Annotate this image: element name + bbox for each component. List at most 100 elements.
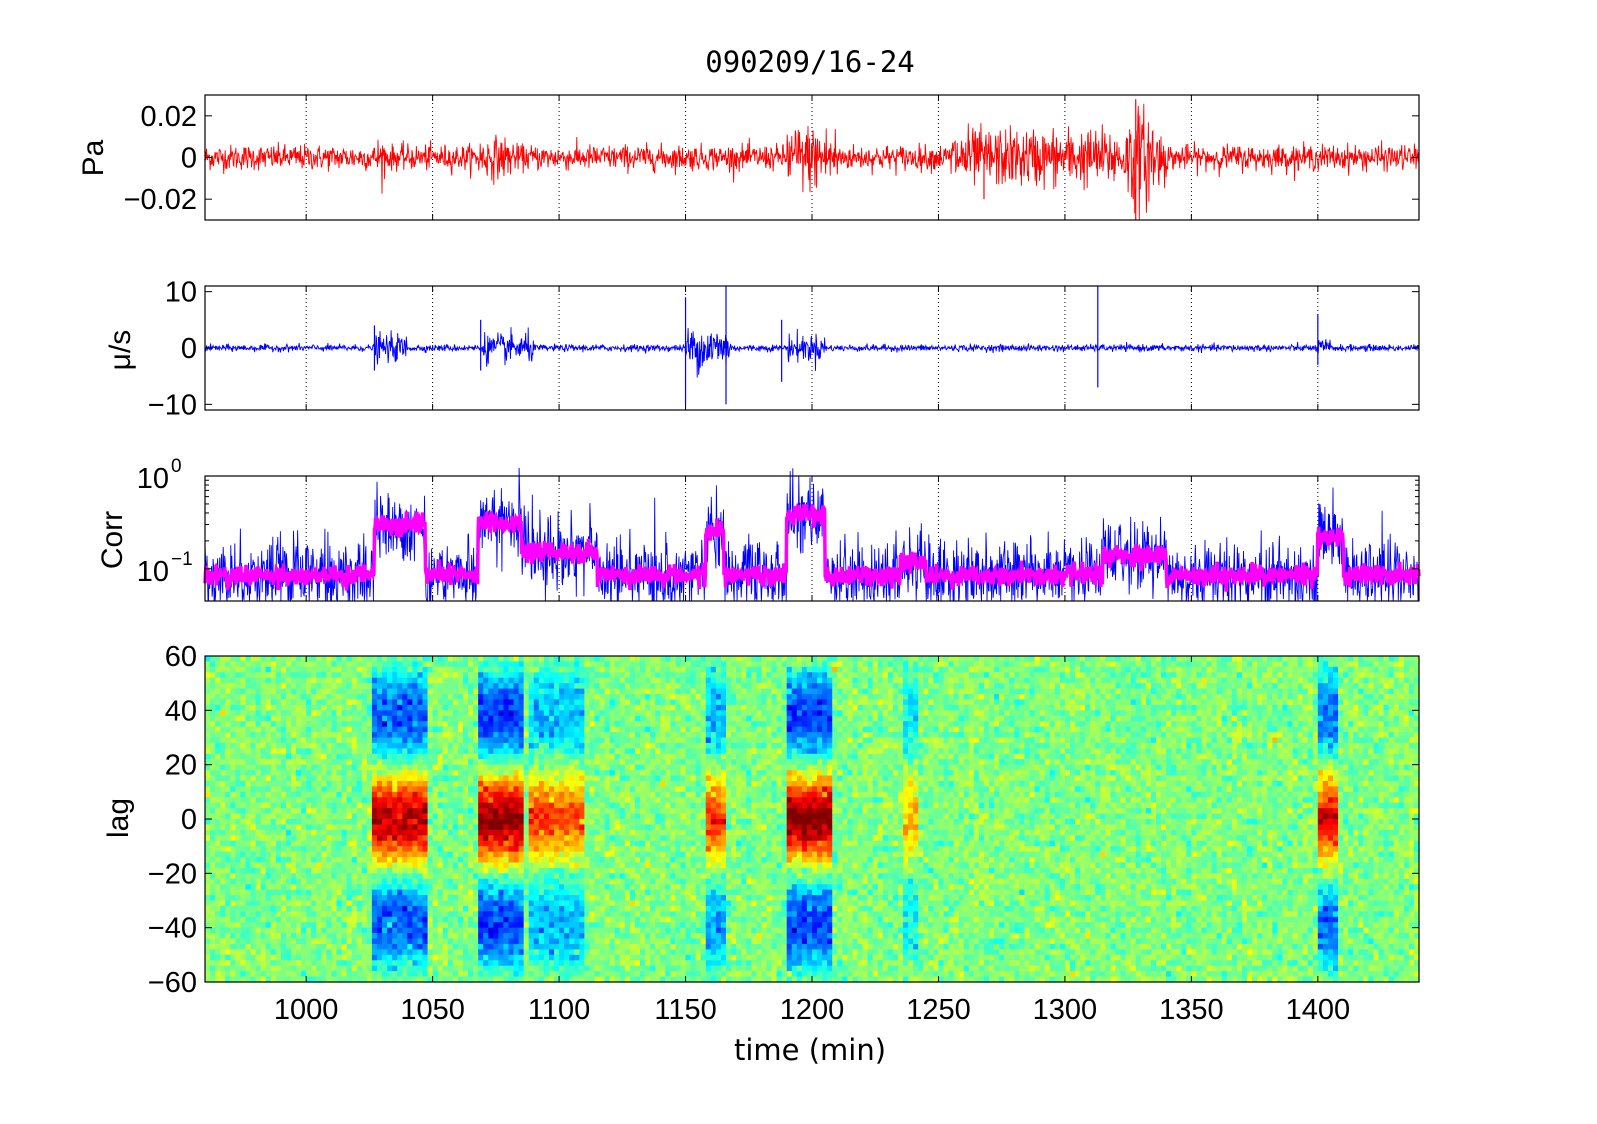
heatmap-cell xyxy=(280,683,287,690)
heatmap-cell xyxy=(290,971,297,978)
heatmap-cell xyxy=(498,677,505,684)
heatmap-cell xyxy=(417,900,424,907)
heatmap-cell xyxy=(528,971,535,978)
heatmap-cell xyxy=(255,878,262,885)
heatmap-cell xyxy=(554,835,560,842)
heatmap-cell xyxy=(483,927,489,934)
heatmap-cell xyxy=(341,808,348,815)
heatmap-cell xyxy=(402,949,408,956)
heatmap-cell xyxy=(311,960,317,967)
heatmap-cell xyxy=(280,786,287,793)
heatmap-cell xyxy=(483,846,489,853)
heatmap-cell xyxy=(478,780,484,787)
heatmap-cell xyxy=(245,786,252,793)
heatmap-cell xyxy=(503,656,510,663)
heatmap-cell xyxy=(548,732,555,739)
heatmap-cell xyxy=(483,742,489,749)
heatmap-cell xyxy=(584,840,591,847)
heatmap-cell xyxy=(392,726,398,733)
heatmap-cell xyxy=(584,867,591,874)
heatmap-cell xyxy=(371,846,378,853)
heatmap-cell xyxy=(548,726,555,733)
heatmap-cell xyxy=(205,672,211,679)
heatmap-cell xyxy=(564,922,570,929)
heatmap-cell xyxy=(447,742,454,749)
heatmap-cell xyxy=(326,753,333,760)
heatmap-cell xyxy=(387,677,393,684)
heatmap-cell xyxy=(584,808,591,815)
heatmap-cell xyxy=(503,971,510,978)
heatmap-cell xyxy=(533,808,540,815)
heatmap-cell xyxy=(518,933,525,940)
heatmap-cell xyxy=(478,775,484,782)
heatmap-cell xyxy=(412,742,419,749)
heatmap-cell xyxy=(371,802,378,809)
heatmap-cell xyxy=(548,922,555,929)
heatmap-cell xyxy=(306,922,312,929)
heatmap-cell xyxy=(341,666,348,673)
heatmap-cell xyxy=(548,900,555,907)
heatmap-cell xyxy=(478,786,484,793)
heatmap-cell xyxy=(285,878,292,885)
heatmap-cell xyxy=(457,710,464,717)
heatmap-cell xyxy=(341,824,348,831)
heatmap-cell xyxy=(230,797,236,804)
heatmap-cell xyxy=(468,862,474,869)
heatmap-cell xyxy=(427,699,434,706)
heatmap-cell xyxy=(351,884,358,891)
heatmap-cell xyxy=(255,780,262,787)
heatmap-cell xyxy=(215,672,221,679)
heatmap-cell xyxy=(564,672,570,679)
heatmap-cell xyxy=(290,694,297,701)
heatmap-cell xyxy=(604,677,611,684)
heatmap-cell xyxy=(387,878,393,885)
heatmap-cell xyxy=(538,846,545,853)
heatmap-cell xyxy=(235,867,242,874)
heatmap-cell xyxy=(442,954,449,961)
heatmap-cell xyxy=(564,884,570,891)
heatmap-cell xyxy=(422,775,429,782)
heatmap-cell xyxy=(296,759,302,766)
heatmap-cell xyxy=(493,943,499,950)
heatmap-cell xyxy=(452,878,459,885)
heatmap-cell xyxy=(488,971,494,978)
heatmap-cell xyxy=(346,748,353,755)
heatmap-cell xyxy=(518,656,525,663)
heatmap-cell xyxy=(326,786,333,793)
heatmap-cell xyxy=(447,764,454,771)
heatmap-cell xyxy=(361,889,368,896)
heatmap-cell xyxy=(468,867,474,874)
heatmap-cell xyxy=(468,851,474,858)
heatmap-cell xyxy=(230,704,236,711)
heatmap-cell xyxy=(392,900,398,907)
heatmap-cell xyxy=(564,878,570,885)
heatmap-cell xyxy=(255,911,262,918)
heatmap-cell xyxy=(316,922,322,929)
heatmap-cell xyxy=(250,884,257,891)
heatmap-cell xyxy=(554,759,560,766)
heatmap-cell xyxy=(569,786,575,793)
heatmap-cell xyxy=(321,753,327,760)
heatmap-cell xyxy=(609,770,616,777)
heatmap-cell xyxy=(240,797,247,804)
heatmap-cell xyxy=(336,726,343,733)
heatmap-cell xyxy=(235,808,242,815)
heatmap-cell xyxy=(574,786,580,793)
heatmap-cell xyxy=(392,829,398,836)
heatmap-cell xyxy=(392,933,398,940)
heatmap-cell xyxy=(230,748,236,755)
heatmap-cell xyxy=(442,938,449,945)
heatmap-cell xyxy=(326,704,333,711)
heatmap-cell xyxy=(559,732,565,739)
heatmap-cell xyxy=(528,900,535,907)
heatmap-cell xyxy=(301,884,307,891)
heatmap-cell xyxy=(215,721,221,728)
heatmap-cell xyxy=(493,895,499,902)
heatmap-cell xyxy=(361,748,368,755)
heatmap-cell xyxy=(447,889,454,896)
heatmap-cell xyxy=(301,726,307,733)
heatmap-cell xyxy=(548,715,555,722)
heatmap-cell xyxy=(210,938,216,945)
heatmap-cell xyxy=(412,965,419,972)
heatmap-cell xyxy=(240,905,247,912)
